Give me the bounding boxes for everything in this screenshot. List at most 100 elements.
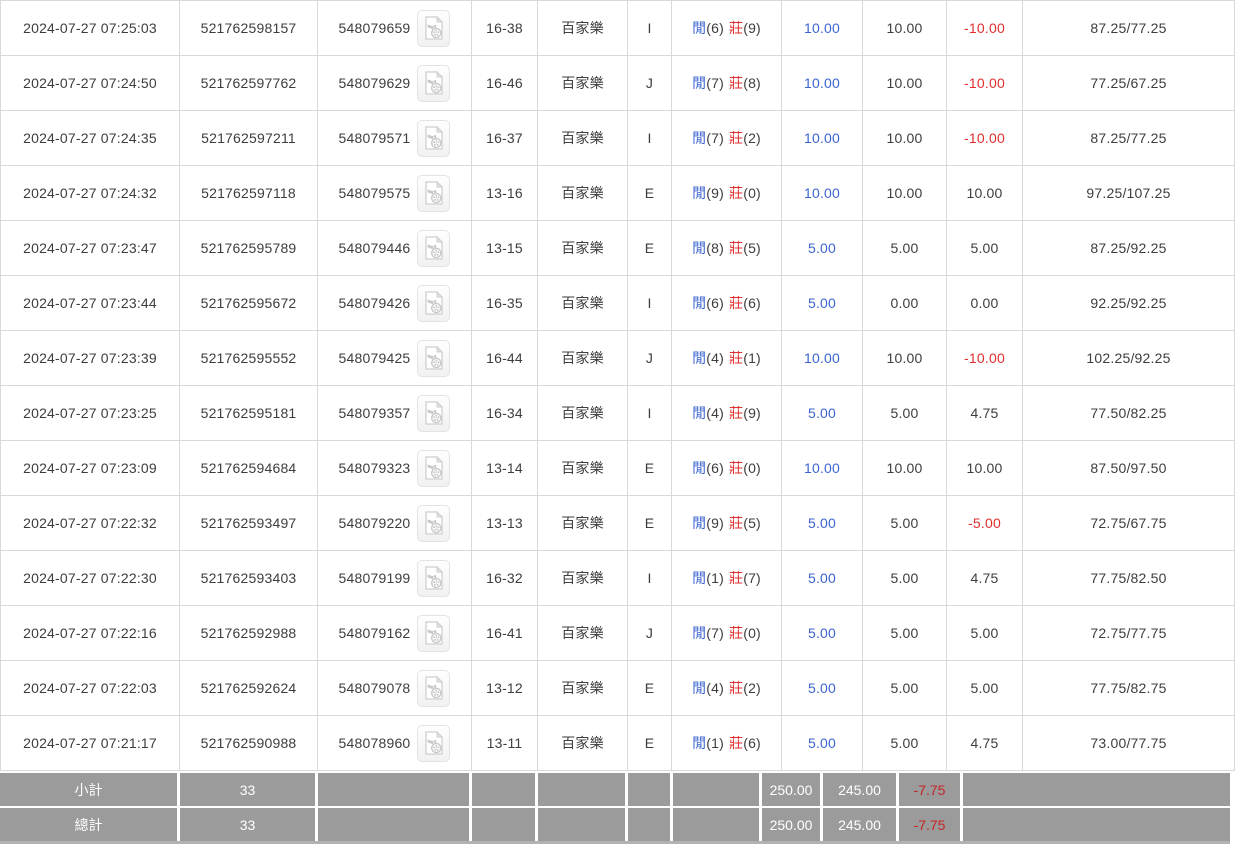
bet-amount-cell: 5.00 <box>782 386 863 440</box>
bet-id-cell: 521762595552 <box>180 331 318 385</box>
result-cell: 閒 (7) 莊 (8) <box>672 56 782 110</box>
video-file-icon <box>425 236 444 260</box>
banker-points: (9) <box>743 20 761 36</box>
video-replay-button[interactable] <box>417 174 451 212</box>
round-id-text: 548079659 <box>338 20 411 36</box>
seat-cell: I <box>628 386 672 440</box>
win-loss-cell: -10.00 <box>947 56 1023 110</box>
seat-cell: J <box>628 606 672 660</box>
bet-amount-cell: 10.00 <box>782 1 863 55</box>
valid-amount-cell: 10.00 <box>863 331 947 385</box>
table-body: 2024-07-27 07:25:03 521762598157 548079659… <box>0 0 1235 771</box>
banker-result-label: 莊 <box>729 625 744 641</box>
player-result-label: 閒 <box>692 735 707 751</box>
banker-points: (7) <box>743 570 761 586</box>
video-file-icon <box>425 621 444 645</box>
video-replay-button[interactable] <box>417 229 451 267</box>
round-id-cell: 548079629 <box>318 56 472 110</box>
valid-amount-cell: 5.00 <box>863 716 947 770</box>
video-replay-button[interactable] <box>417 669 451 707</box>
win-loss-cell: -5.00 <box>947 496 1023 550</box>
footer-empty-cell <box>538 773 628 806</box>
round-id-cell: 548079357 <box>318 386 472 440</box>
result-cell: 閒 (7) 莊 (0) <box>672 606 782 660</box>
banker-result-label: 莊 <box>729 680 744 696</box>
round-id-text: 548079323 <box>338 460 411 476</box>
video-replay-button[interactable] <box>417 724 451 762</box>
result-cell: 閒 (4) 莊 (9) <box>672 386 782 440</box>
video-replay-button[interactable] <box>417 614 451 652</box>
video-file-icon <box>425 181 444 205</box>
round-id-cell: 548079220 <box>318 496 472 550</box>
table-round-cell: 13-12 <box>472 661 538 715</box>
player-points: (1) <box>706 570 724 586</box>
bet-id-cell: 521762595789 <box>180 221 318 275</box>
video-replay-button[interactable] <box>417 119 451 157</box>
round-id-text: 548079199 <box>338 570 411 586</box>
player-result-label: 閒 <box>692 295 707 311</box>
player-result-label: 閒 <box>692 185 707 201</box>
player-points: (1) <box>706 735 724 751</box>
banker-points: (6) <box>743 295 761 311</box>
table-round-cell: 13-13 <box>472 496 538 550</box>
video-replay-button[interactable] <box>417 64 451 102</box>
balance-cell: 87.50/97.50 <box>1023 441 1235 495</box>
round-id-cell: 548079659 <box>318 1 472 55</box>
win-loss-cell: -10.00 <box>947 331 1023 385</box>
player-points: (6) <box>706 295 724 311</box>
footer-label-cell: 總計 <box>0 808 180 841</box>
bet-time-cell: 2024-07-27 07:22:03 <box>0 661 180 715</box>
video-replay-button[interactable] <box>417 394 451 432</box>
video-replay-button[interactable] <box>417 284 451 322</box>
footer-empty-cell <box>472 773 538 806</box>
result-cell: 閒 (8) 莊 (5) <box>672 221 782 275</box>
banker-result-label: 莊 <box>729 735 744 751</box>
win-loss-cell: 5.00 <box>947 661 1023 715</box>
player-points: (9) <box>706 185 724 201</box>
balance-cell: 73.00/77.75 <box>1023 716 1235 770</box>
table-row: 2024-07-27 07:24:32 521762597118 548079575… <box>0 166 1235 221</box>
banker-result-label: 莊 <box>729 240 744 256</box>
round-id-text: 548079162 <box>338 625 411 641</box>
banker-points: (0) <box>743 185 761 201</box>
balance-cell: 97.25/107.25 <box>1023 166 1235 220</box>
player-result-label: 閒 <box>692 20 707 36</box>
game-name-cell: 百家樂 <box>538 331 628 385</box>
round-id-cell: 548079426 <box>318 276 472 330</box>
table-row: 2024-07-27 07:24:50 521762597762 548079629… <box>0 56 1235 111</box>
bet-time-cell: 2024-07-27 07:25:03 <box>0 1 180 55</box>
game-name-cell: 百家樂 <box>538 111 628 165</box>
bet-time-cell: 2024-07-27 07:22:32 <box>0 496 180 550</box>
table-round-cell: 16-38 <box>472 1 538 55</box>
balance-cell: 77.75/82.75 <box>1023 661 1235 715</box>
table-round-cell: 16-35 <box>472 276 538 330</box>
result-cell: 閒 (1) 莊 (6) <box>672 716 782 770</box>
banker-points: (5) <box>743 240 761 256</box>
video-file-icon <box>425 346 444 370</box>
seat-cell: E <box>628 661 672 715</box>
seat-cell: I <box>628 1 672 55</box>
table-row: 2024-07-27 07:24:35 521762597211 548079571… <box>0 111 1235 166</box>
bet-id-cell: 521762597211 <box>180 111 318 165</box>
round-id-text: 548079571 <box>338 130 411 146</box>
video-replay-button[interactable] <box>417 504 451 542</box>
player-points: (4) <box>706 405 724 421</box>
player-points: (4) <box>706 680 724 696</box>
video-replay-button[interactable] <box>417 9 451 47</box>
win-loss-cell: 0.00 <box>947 276 1023 330</box>
result-cell: 閒 (6) 莊 (0) <box>672 441 782 495</box>
result-cell: 閒 (6) 莊 (6) <box>672 276 782 330</box>
banker-points: (8) <box>743 75 761 91</box>
video-replay-button[interactable] <box>417 449 451 487</box>
video-replay-button[interactable] <box>417 339 451 377</box>
player-result-label: 閒 <box>692 515 707 531</box>
footer-empty-cell <box>538 808 628 841</box>
round-id-text: 548079446 <box>338 240 411 256</box>
player-result-label: 閒 <box>692 405 707 421</box>
table-round-cell: 16-37 <box>472 111 538 165</box>
bet-time-cell: 2024-07-27 07:24:50 <box>0 56 180 110</box>
video-replay-button[interactable] <box>417 559 451 597</box>
footer-winloss-total-cell: -7.75 <box>899 808 963 841</box>
round-id-text: 548079426 <box>338 295 411 311</box>
